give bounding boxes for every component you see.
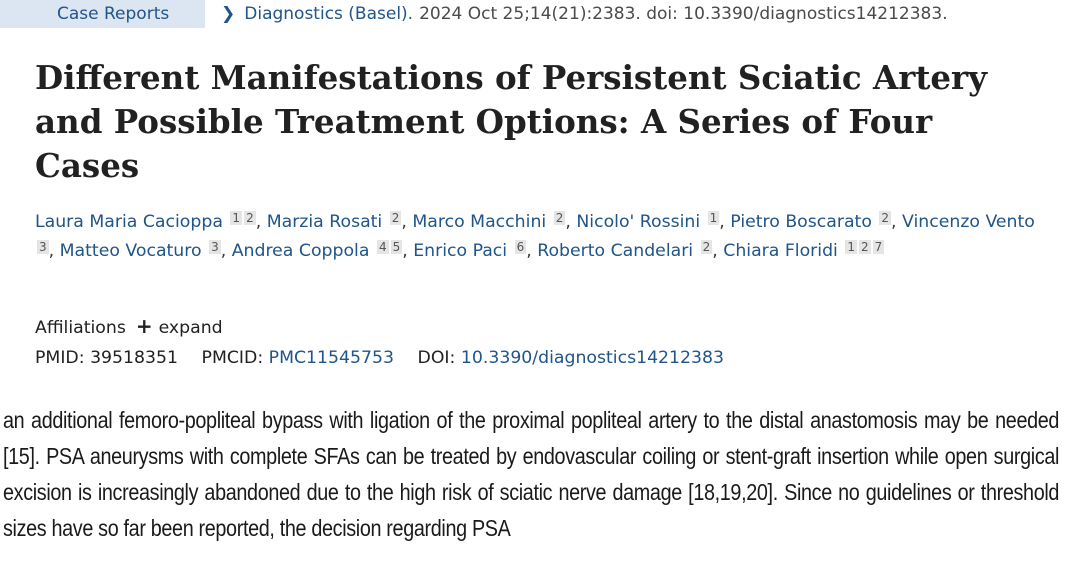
affiliation-number[interactable]: 1 bbox=[845, 240, 857, 254]
citation-text: 2024 Oct 25;14(21):2383. doi: 10.3390/di… bbox=[419, 4, 948, 24]
affiliation-number[interactable]: 2 bbox=[879, 211, 892, 225]
author-link[interactable]: Chiara Floridi bbox=[723, 241, 838, 261]
author-link[interactable]: Vincenzo Vento bbox=[902, 212, 1035, 232]
author-link[interactable]: Enrico Paci bbox=[413, 241, 508, 261]
identifiers-row: PMID: 39518351 PMCID: PMC11545753 DOI: 1… bbox=[35, 346, 724, 370]
journal-link[interactable]: Diagnostics (Basel). bbox=[244, 4, 414, 24]
pmcid-link[interactable]: PMC11545753 bbox=[268, 348, 395, 368]
author-link[interactable]: Andrea Coppola bbox=[231, 241, 370, 261]
author-link[interactable]: Marzia Rosati bbox=[266, 212, 383, 232]
affiliation-number[interactable]: 1 bbox=[707, 211, 720, 225]
affiliation-number[interactable]: 2 bbox=[700, 240, 713, 254]
pmcid-label: PMCID: bbox=[201, 348, 264, 368]
pmid-label: PMID: bbox=[35, 348, 85, 368]
affiliation-number[interactable]: 5 bbox=[390, 240, 403, 254]
author-link[interactable]: Laura Maria Cacioppa bbox=[35, 212, 223, 232]
affiliation-number[interactable]: 4 bbox=[376, 240, 389, 254]
author-link[interactable]: Matteo Vocaturo bbox=[59, 241, 202, 261]
affiliation-number[interactable]: 2 bbox=[389, 211, 402, 225]
expand-affiliations-button[interactable]: expand bbox=[158, 318, 223, 338]
doi-link[interactable]: 10.3390/diagnostics14212383 bbox=[460, 348, 725, 368]
affiliation-number[interactable]: 7 bbox=[872, 240, 885, 254]
affiliation-number[interactable]: 1 bbox=[230, 211, 243, 225]
author-link[interactable]: Nicolo' Rossini bbox=[576, 212, 701, 232]
text-excerpt: an additional femoro-popliteal bypass wi… bbox=[3, 407, 1060, 541]
citation-bar: Case Reports ❯ Diagnostics (Basel). 2024… bbox=[0, 0, 1080, 28]
author-link[interactable]: Marco Macchini bbox=[412, 212, 547, 232]
affiliation-number[interactable]: 2 bbox=[859, 240, 871, 254]
pmid-value: 39518351 bbox=[90, 348, 179, 368]
author-link[interactable]: Roberto Candelari bbox=[537, 241, 694, 261]
affiliation-number[interactable]: 6 bbox=[514, 240, 527, 254]
chevron-right-icon[interactable]: ❯ bbox=[221, 4, 236, 24]
affiliations-label: Affiliations bbox=[35, 318, 126, 338]
affiliation-number[interactable]: 2 bbox=[553, 211, 566, 225]
plus-icon[interactable]: + bbox=[135, 314, 153, 338]
affiliation-number[interactable]: 2 bbox=[244, 211, 256, 225]
affiliations-row: Affiliations + expand bbox=[35, 314, 223, 340]
affiliation-number[interactable]: 3 bbox=[209, 240, 221, 254]
author-link[interactable]: Pietro Boscarato bbox=[730, 212, 872, 232]
article-type-badge: Case Reports bbox=[0, 0, 205, 28]
affiliation-number[interactable]: 3 bbox=[37, 240, 49, 254]
doi-label: DOI: bbox=[417, 348, 456, 368]
article-title: Different Manifestations of Persistent S… bbox=[35, 58, 988, 185]
